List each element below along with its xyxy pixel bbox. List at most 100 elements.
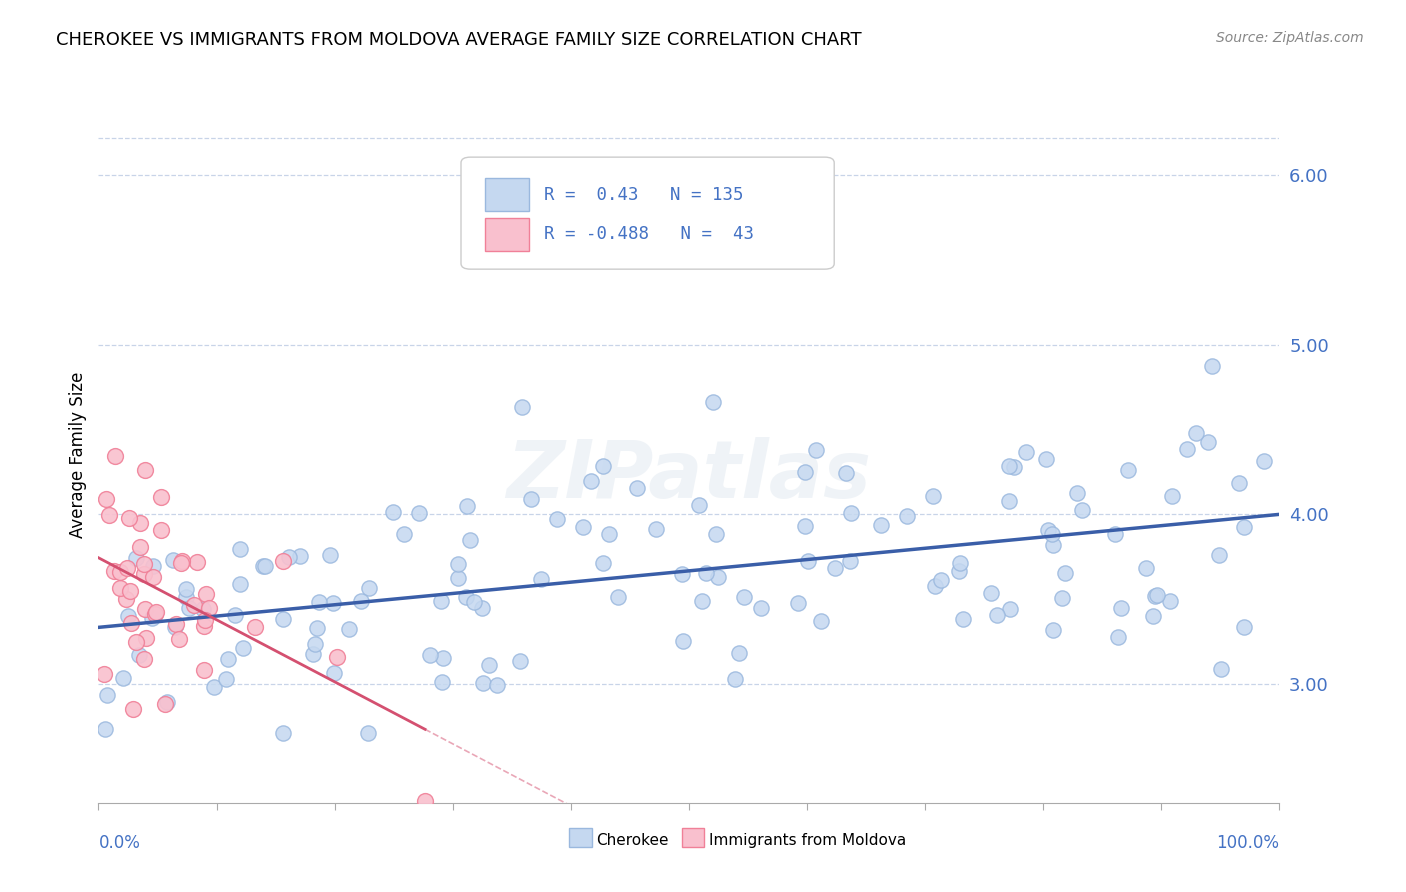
Point: [546, 512, 568, 526]
Point: [271, 612, 294, 626]
Point: [195, 587, 218, 601]
Point: [429, 594, 451, 608]
Point: [170, 556, 193, 570]
Point: [810, 614, 832, 628]
Point: [115, 561, 138, 575]
Point: [486, 678, 509, 692]
Point: [104, 449, 127, 463]
Point: [797, 554, 820, 568]
Point: [94, 722, 117, 736]
Point: [1253, 454, 1275, 468]
Point: [356, 726, 378, 740]
Point: [96, 492, 118, 507]
Point: [704, 526, 727, 541]
Point: [1040, 527, 1063, 541]
Point: [707, 570, 730, 584]
Point: [1116, 463, 1139, 477]
Point: [787, 596, 810, 610]
Point: [108, 581, 131, 595]
Point: [1233, 520, 1256, 534]
Point: [162, 553, 184, 567]
Point: [166, 616, 188, 631]
Point: [305, 622, 328, 636]
Point: [271, 726, 294, 740]
Point: [471, 601, 494, 615]
Point: [153, 697, 176, 711]
Point: [592, 458, 614, 473]
Point: [695, 566, 717, 580]
Point: [478, 657, 501, 672]
Point: [228, 542, 250, 557]
Point: [447, 557, 470, 571]
Point: [929, 573, 952, 587]
Point: [145, 605, 167, 619]
Point: [1161, 489, 1184, 503]
Point: [728, 646, 751, 660]
Point: [432, 650, 454, 665]
Point: [134, 602, 156, 616]
Point: [1111, 600, 1133, 615]
Point: [793, 519, 815, 533]
Point: [672, 634, 695, 648]
Point: [463, 595, 485, 609]
Point: [93, 666, 115, 681]
Point: [454, 591, 477, 605]
Point: [949, 556, 972, 570]
Point: [134, 651, 156, 665]
Point: [419, 648, 441, 663]
Point: [129, 540, 152, 554]
Point: [253, 559, 276, 574]
Point: [1036, 523, 1059, 537]
Point: [103, 564, 125, 578]
Point: [724, 672, 747, 686]
Point: [273, 553, 295, 567]
Point: [217, 652, 239, 666]
Point: [392, 527, 415, 541]
Point: [174, 582, 197, 597]
Point: [194, 613, 217, 627]
Point: [117, 609, 139, 624]
Point: [804, 443, 827, 458]
Text: ZIPatlas: ZIPatlas: [506, 437, 872, 515]
Point: [841, 507, 863, 521]
Point: [520, 491, 543, 506]
Point: [229, 576, 252, 591]
Point: [1042, 538, 1064, 552]
Point: [124, 551, 146, 566]
Text: 100.0%: 100.0%: [1216, 834, 1279, 852]
Point: [134, 557, 156, 571]
Point: [1232, 620, 1254, 634]
Point: [322, 596, 344, 610]
Point: [143, 607, 166, 621]
Point: [998, 459, 1021, 474]
Point: [357, 582, 380, 596]
Text: Source: ZipAtlas.com: Source: ZipAtlas.com: [1216, 31, 1364, 45]
Point: [128, 516, 150, 530]
Point: [645, 522, 668, 536]
Point: [572, 520, 595, 534]
FancyBboxPatch shape: [461, 157, 834, 269]
Point: [193, 663, 215, 677]
Point: [1175, 442, 1198, 457]
Point: [202, 680, 225, 694]
Point: [193, 619, 215, 633]
Text: R =  0.43   N = 135: R = 0.43 N = 135: [544, 186, 744, 203]
Point: [96, 689, 118, 703]
Point: [232, 640, 254, 655]
Point: [1208, 549, 1230, 563]
Point: [141, 610, 163, 624]
FancyBboxPatch shape: [485, 218, 530, 251]
Point: [308, 595, 330, 609]
Point: [1002, 460, 1025, 475]
Point: [447, 571, 470, 585]
Point: [111, 671, 134, 685]
Point: [191, 602, 214, 616]
Point: [150, 524, 173, 538]
Point: [824, 561, 846, 575]
Point: [170, 554, 193, 568]
Point: [302, 647, 325, 661]
Point: [690, 594, 713, 608]
Point: [471, 675, 494, 690]
FancyBboxPatch shape: [485, 178, 530, 211]
Point: [120, 616, 142, 631]
